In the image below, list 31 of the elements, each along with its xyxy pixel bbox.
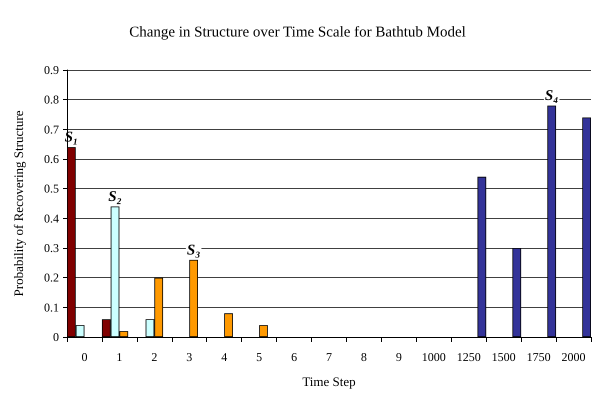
x-tick-label: 6 <box>291 350 298 364</box>
y-tick-label: 0.6 <box>44 152 59 166</box>
y-tick-label: 0.9 <box>44 63 59 77</box>
x-tick-label: 1250 <box>456 350 481 364</box>
x-tick-label: 9 <box>396 350 402 364</box>
chart-title: Change in Structure over Time Scale for Bathtub Model <box>129 24 466 40</box>
y-tick-label: 0.3 <box>44 241 59 255</box>
x-tick-label: 5 <box>256 350 262 364</box>
x-tick-label: 1500 <box>492 350 516 364</box>
y-tick-label: 0.1 <box>44 300 59 314</box>
x-tick-label: 8 <box>360 350 367 364</box>
x-tick-label: 4 <box>221 350 228 364</box>
x-tick-label: 7 <box>326 350 332 364</box>
y-axis-title: Probability of Recovering Structure <box>11 110 26 296</box>
x-tick-label: 0 <box>81 350 88 364</box>
x-tick-label: 1750 <box>526 350 551 364</box>
x-tick-label: 1 <box>116 350 122 364</box>
y-tick-label: 0.4 <box>44 211 59 226</box>
y-tick-label: 0.2 <box>44 270 59 285</box>
x-tick-label: 3 <box>186 350 192 364</box>
y-tick-label: 0 <box>53 330 59 344</box>
x-tick-label: 2000 <box>562 350 586 364</box>
series-label: S₃ <box>186 242 200 258</box>
series-label: S₄ <box>544 88 558 104</box>
x-tick-label: 1000 <box>422 350 446 364</box>
x-axis-title: Time Step <box>302 374 356 389</box>
y-tick-label: 0.7 <box>44 122 59 136</box>
y-tick-label: 0.5 <box>44 182 59 196</box>
series-label: S₂ <box>108 188 122 205</box>
x-tick-label: 2 <box>151 350 158 364</box>
y-tick-label: 0.8 <box>44 92 59 107</box>
